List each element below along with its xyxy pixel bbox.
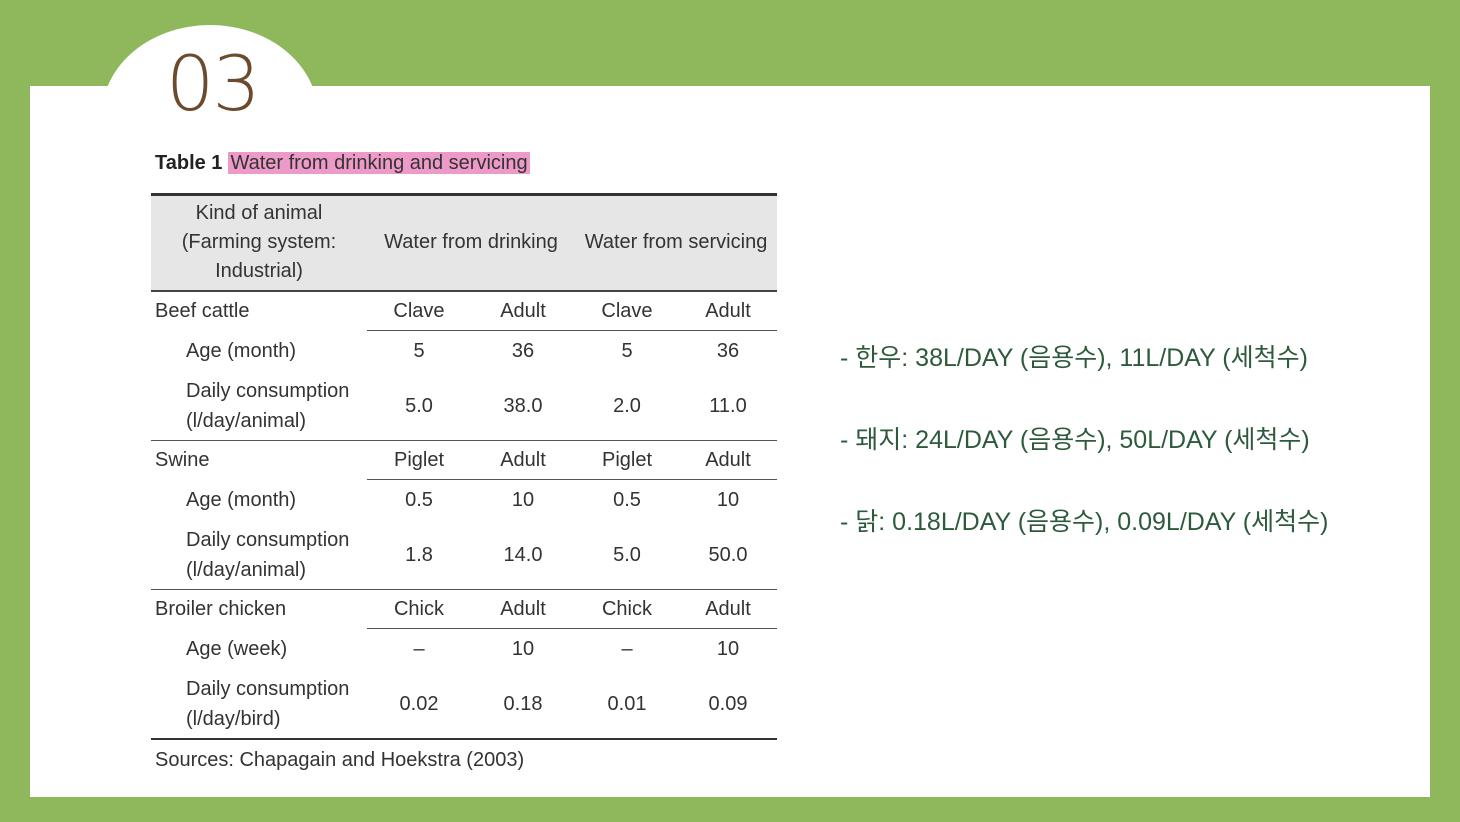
stage-cell: Chick bbox=[575, 589, 679, 629]
age-cell: 10 bbox=[716, 489, 740, 511]
animal-name: Swine bbox=[155, 448, 210, 471]
age-row: Age (month) 0.5 10 0.5 10 bbox=[151, 479, 777, 521]
age-row: Age (month) 5 36 5 36 bbox=[151, 330, 777, 372]
daily-cell: 2.0 bbox=[575, 371, 679, 441]
group-row: Beef cattle Clave Adult Clave Adult bbox=[151, 290, 778, 331]
daily-cell: 11.0 bbox=[679, 371, 778, 441]
note-item: - 돼지: 24L/DAY (음용수), 50L/DAY (세척수) bbox=[840, 426, 1310, 454]
daily-row: Daily consumption (l/day/animal) 5.0 38.0 2.… bbox=[151, 371, 778, 441]
stage-cell: Adult bbox=[471, 440, 575, 480]
daily-label: Daily consumption (l/day/bird) bbox=[151, 669, 367, 740]
daily-cell: 0.01 bbox=[575, 669, 679, 740]
animal-name: Broiler chicken bbox=[155, 597, 287, 620]
daily-cell: 1.8 bbox=[367, 520, 471, 590]
group-row: Swine Piglet Adult Piglet Adult bbox=[151, 440, 778, 480]
stage-cell: Adult bbox=[471, 290, 575, 331]
age-cell: – bbox=[413, 638, 425, 660]
age-cell: 5 bbox=[621, 340, 633, 362]
age-cell: 5 bbox=[413, 340, 425, 362]
stage-cell: Clave bbox=[367, 290, 471, 331]
stage-cell: Adult bbox=[679, 290, 778, 331]
age-row: Age (week) – 10 – 10 bbox=[151, 628, 777, 670]
daily-cell: 5.0 bbox=[575, 520, 679, 590]
daily-cell: 50.0 bbox=[679, 520, 778, 590]
table-wrapper: Kind of animal (Farming system: Industrial… bbox=[151, 193, 778, 772]
age-cell: 10 bbox=[716, 638, 740, 660]
age-cell: 36 bbox=[511, 340, 535, 362]
daily-cell: 14.0 bbox=[471, 520, 575, 590]
age-cell: 36 bbox=[716, 340, 740, 362]
age-cell: – bbox=[621, 638, 633, 660]
age-label: Age (month) bbox=[186, 488, 297, 511]
stage-cell: Adult bbox=[679, 440, 778, 480]
table-header: Kind of animal (Farming system: Industrial… bbox=[151, 193, 778, 292]
table-source: Sources: Chapagain and Hoekstra (2003) bbox=[155, 748, 525, 771]
header-drinking: Water from drinking bbox=[367, 193, 575, 292]
daily-row: Daily consumption (l/day/animal) 1.8 14.0 5.… bbox=[151, 520, 778, 590]
group-row: Broiler chicken Chick Adult Chick Adult bbox=[151, 589, 778, 629]
age-label: Age (week) bbox=[186, 637, 288, 660]
daily-cell: 38.0 bbox=[471, 371, 575, 441]
age-label: Age (month) bbox=[186, 339, 297, 362]
age-cell: 10 bbox=[511, 638, 535, 660]
daily-cell: 0.09 bbox=[679, 669, 778, 740]
stage-cell: Chick bbox=[367, 589, 471, 629]
stage-cell: Adult bbox=[679, 589, 778, 629]
slide-number: 03 bbox=[166, 39, 261, 128]
daily-cell: 5.0 bbox=[367, 371, 471, 441]
notes-list: - 한우: 38L/DAY (음용수), 11L/DAY (세척수) - 돼지:… bbox=[840, 342, 1328, 588]
daily-label: Daily consumption (l/day/animal) bbox=[151, 520, 367, 590]
number-tab bbox=[102, 25, 318, 205]
daily-row: Daily consumption (l/day/bird) 0.02 0.18 0.0… bbox=[151, 669, 778, 740]
caption-title: Water from drinking and servicing bbox=[228, 152, 530, 174]
stage-cell: Piglet bbox=[575, 440, 679, 480]
daily-label: Daily consumption (l/day/animal) bbox=[151, 371, 367, 441]
age-cell: 0.5 bbox=[405, 489, 433, 511]
stage-cell: Piglet bbox=[367, 440, 471, 480]
note-item: - 한우: 38L/DAY (음용수), 11L/DAY (세척수) bbox=[840, 344, 1308, 372]
caption-label: Table 1 bbox=[155, 152, 223, 174]
water-table: Kind of animal (Farming system: Industrial… bbox=[151, 193, 778, 740]
header-servicing: Water from servicing bbox=[575, 193, 778, 292]
header-animal: Kind of animal (Farming system: Industrial… bbox=[151, 193, 367, 292]
stage-cell: Adult bbox=[471, 589, 575, 629]
note-item: - 닭: 0.18L/DAY (음용수), 0.09L/DAY (세척수) bbox=[840, 508, 1329, 536]
daily-cell: 0.18 bbox=[471, 669, 575, 740]
age-cell: 0.5 bbox=[613, 489, 641, 511]
stage-cell: Clave bbox=[575, 290, 679, 331]
table-caption: Table 1 Water from drinking and servicing bbox=[155, 151, 530, 175]
daily-cell: 0.02 bbox=[367, 669, 471, 740]
animal-name: Beef cattle bbox=[155, 299, 250, 322]
age-cell: 10 bbox=[511, 489, 535, 511]
